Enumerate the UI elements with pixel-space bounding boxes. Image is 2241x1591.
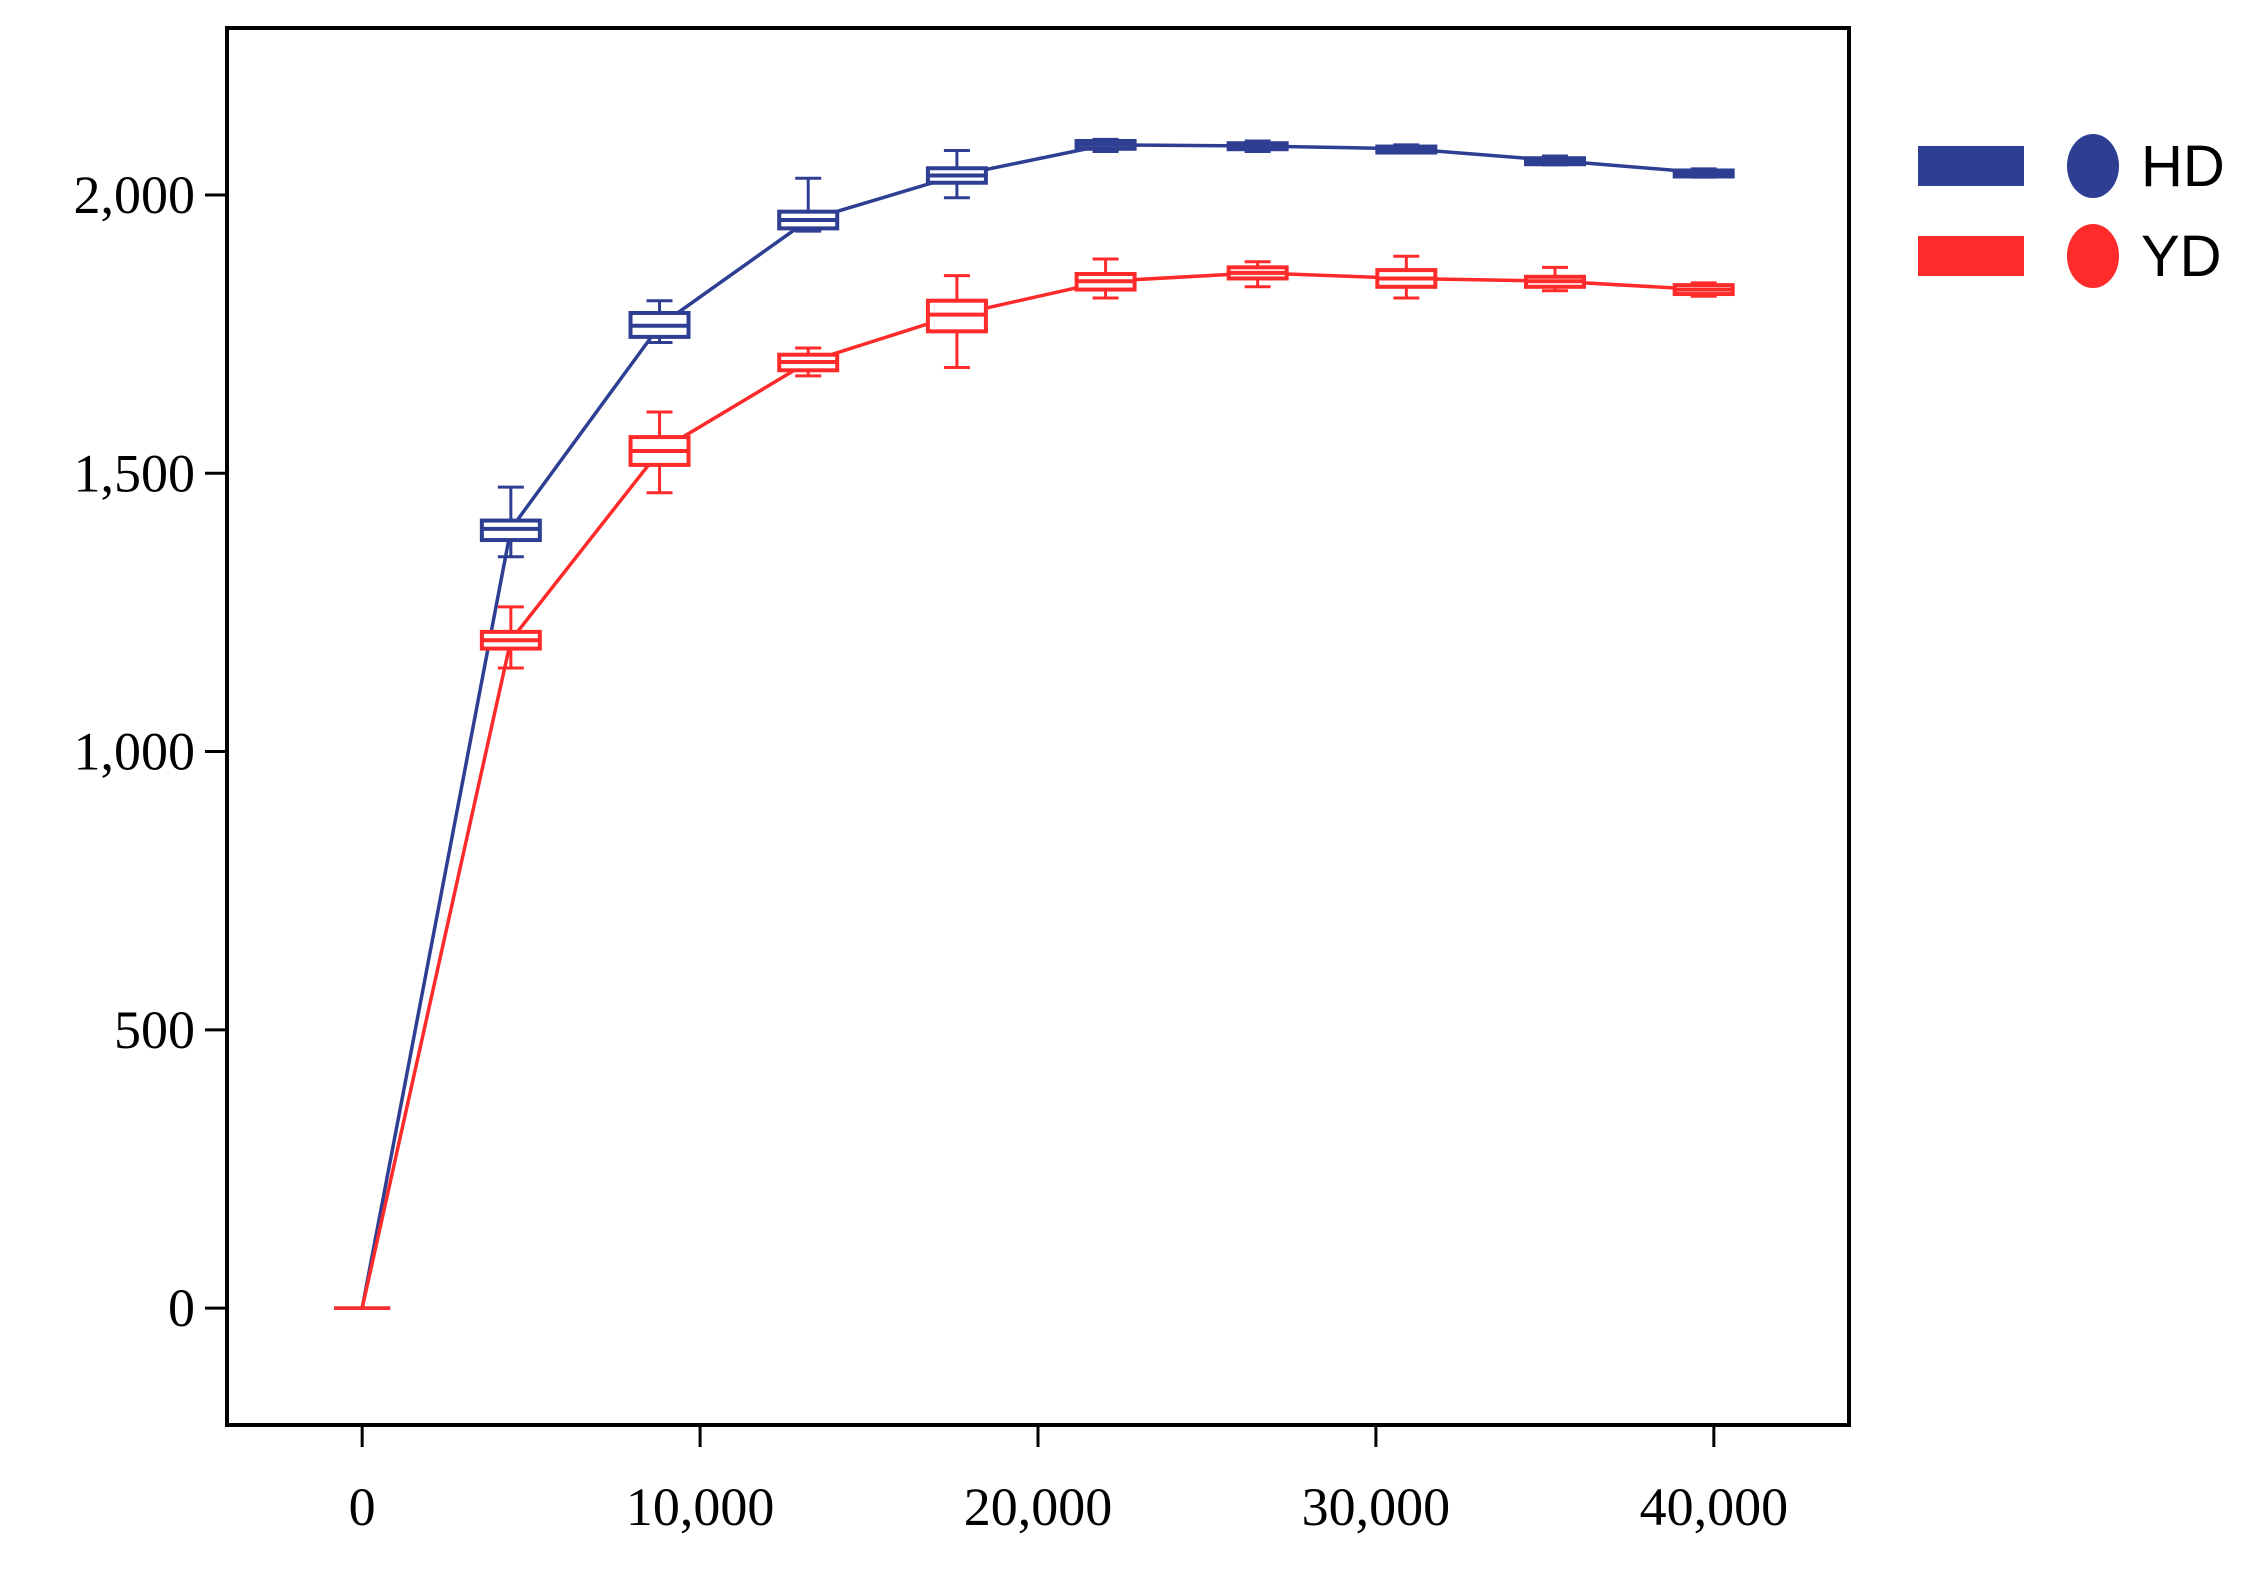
- legend-box-swatch: [1918, 146, 2024, 186]
- x-tick-label: 10,000: [626, 1477, 775, 1537]
- legend-dot-swatch: [2067, 224, 2119, 288]
- box-yd: [1226, 260, 1289, 289]
- box-hd: [1524, 154, 1587, 167]
- legend-item-yd: YD: [1918, 224, 2222, 289]
- x-axis: 0 10,000 20,000 30,000 40,000: [349, 1425, 1788, 1537]
- box-yd: [925, 274, 988, 370]
- y-tick-label: 1,000: [74, 722, 196, 782]
- box-hd: [1226, 139, 1289, 154]
- y-tick-label: 0: [168, 1278, 195, 1338]
- y-axis: 0 500 1,000 1,500 2,000: [74, 165, 227, 1338]
- legend-label: HD: [2141, 134, 2225, 199]
- legend-box-swatch: [1918, 236, 2024, 276]
- box-yd: [479, 605, 542, 670]
- box-yd: [1375, 254, 1438, 300]
- series-layer: [334, 137, 1735, 1310]
- box-yd: [777, 346, 840, 378]
- box-yd: [1524, 265, 1587, 293]
- box-hd: [1074, 137, 1137, 154]
- x-tick-label: 30,000: [1302, 1477, 1451, 1537]
- series-hd: [334, 137, 1735, 1310]
- series-line: [360, 271, 1704, 1309]
- series-yd: [334, 254, 1735, 1310]
- x-tick-label: 40,000: [1640, 1477, 1789, 1537]
- legend-dot-swatch: [2067, 134, 2119, 198]
- y-tick-label: 1,500: [74, 443, 196, 503]
- box-yd: [1074, 257, 1137, 300]
- box-hd: [1375, 143, 1438, 155]
- x-tick-label: 20,000: [964, 1477, 1113, 1537]
- legend: HD YD: [1918, 134, 2225, 289]
- y-tick-label: 500: [114, 1000, 195, 1060]
- box-hd: [1672, 167, 1735, 179]
- box-hd: [479, 485, 542, 559]
- box-hd: [925, 148, 988, 200]
- box-yd: [628, 410, 691, 495]
- y-tick-label: 2,000: [74, 165, 196, 225]
- legend-item-hd: HD: [1918, 134, 2225, 199]
- box-yd: [1672, 281, 1735, 298]
- series-line: [360, 143, 1704, 1309]
- plot-frame: [225, 26, 1851, 1427]
- box-hd: [628, 299, 691, 344]
- box-hd: [777, 176, 840, 233]
- x-tick-label: 0: [349, 1477, 376, 1537]
- legend-label: YD: [2141, 224, 2222, 289]
